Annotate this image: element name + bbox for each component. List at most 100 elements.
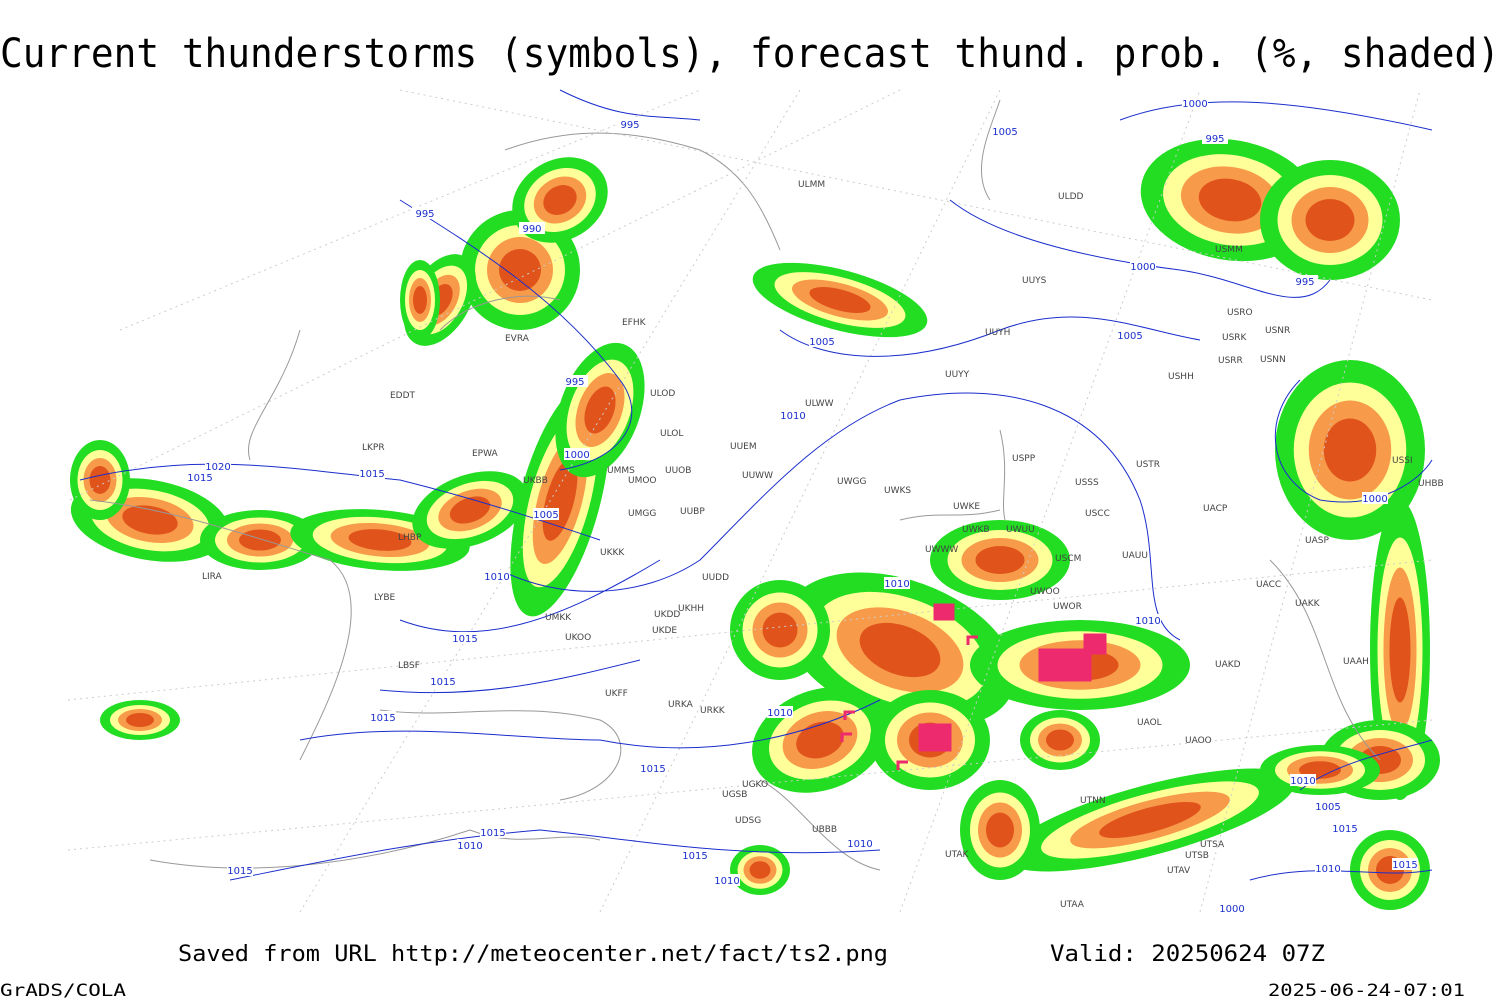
- station-label: USRK: [1222, 333, 1248, 343]
- station-label: UWOR: [1053, 602, 1082, 612]
- isobar-label-box: [617, 118, 643, 130]
- station-label: ULOL: [660, 429, 683, 439]
- station-label: UMOO: [628, 476, 657, 486]
- shade: [239, 529, 281, 551]
- isobar-label-box: [682, 849, 708, 861]
- station-label: UUYH: [985, 328, 1010, 338]
- isobars: [79, 89, 1433, 881]
- station-label: UWKB: [962, 525, 990, 535]
- isobar-label-box: [562, 375, 588, 387]
- isobar-label-box: [847, 837, 873, 849]
- isobar-label: 1000: [1182, 99, 1207, 110]
- station-label: UGKO: [742, 780, 768, 790]
- station-label: UAOL: [1137, 718, 1162, 728]
- isobar-label-box: [1315, 862, 1341, 874]
- valid-time: Valid: 20250624 07Z: [1050, 942, 1325, 967]
- station-label: UASP: [1305, 536, 1329, 546]
- isobar-label-box: [640, 762, 666, 774]
- isobar-label-box: [884, 577, 910, 589]
- isobar-label-box: [1290, 774, 1316, 786]
- station-label: UUEM: [730, 442, 757, 452]
- station-label: ULDD: [1058, 192, 1084, 202]
- isobar-label: 1005: [533, 510, 558, 521]
- isobar-label: 1015: [1332, 824, 1357, 835]
- isobar-label: 1015: [359, 469, 384, 480]
- station-label: USNN: [1260, 355, 1286, 365]
- station-label: UUBP: [680, 507, 705, 517]
- isobar-label: 1020: [205, 462, 230, 473]
- station-label: ULOD: [650, 389, 675, 399]
- station-label: UKHH: [678, 604, 704, 614]
- station-label: UAAH: [1343, 657, 1369, 667]
- isobar-label-box: [519, 222, 545, 234]
- isobar-label: 1015: [682, 851, 707, 862]
- station-label: USSI: [1392, 456, 1413, 466]
- isobar-label: 1010: [457, 841, 482, 852]
- map-area: 995 1005 1000 995 995 990 1000 995 1005 1005 995 10…: [67, 88, 1444, 915]
- station-label: UTAA: [1060, 900, 1085, 910]
- shade: [89, 466, 111, 494]
- station-label: UTNN: [1080, 796, 1106, 806]
- isobar-label-box: [205, 460, 231, 472]
- station-label: UMKK: [545, 613, 572, 623]
- isobar-label-box: [1315, 800, 1341, 812]
- isobar-label-box: [480, 826, 506, 838]
- shade: [986, 812, 1014, 848]
- station-label: EPWA: [472, 449, 499, 459]
- station-label: USHH: [1168, 372, 1194, 382]
- station-label: UUDD: [702, 573, 729, 583]
- shade: [584, 386, 616, 434]
- station-label: UTSA: [1200, 840, 1225, 850]
- isobar-label: 1015: [1392, 860, 1417, 871]
- isobar-label: 1015: [370, 713, 395, 724]
- isobar-label: 1015: [430, 677, 455, 688]
- station-label: UKBB: [523, 476, 548, 486]
- software: GrADS/COLA: [0, 981, 126, 1000]
- station-label: ULWW: [805, 399, 834, 409]
- isobar-label-box: [412, 207, 438, 219]
- station-label: EFHK: [622, 318, 647, 328]
- map-labels: 995 1005 1000 995 995 990 1000 995 1005 1005 995 10…: [187, 97, 1444, 915]
- isobar-label-box: [187, 471, 213, 483]
- station-label: UDSG: [735, 816, 761, 826]
- station-label: USTR: [1136, 460, 1160, 470]
- shade: [543, 185, 577, 215]
- station-label: EVRA: [505, 334, 530, 344]
- shade: [1046, 729, 1074, 751]
- station-label: UBBB: [812, 825, 837, 835]
- station-label: UUYY: [945, 370, 970, 380]
- station-label: UUYS: [1022, 276, 1047, 286]
- source-url: Saved from URL http://meteocenter.net/fa…: [178, 942, 888, 967]
- station-label: EDDT: [390, 391, 416, 401]
- isobar-label-box: [809, 335, 835, 347]
- isobar-label-box: [227, 864, 253, 876]
- station-label: USCM: [1055, 554, 1081, 564]
- station-label: UKKK: [600, 548, 625, 558]
- isobar-label: 1005: [1315, 802, 1340, 813]
- isobar-label: 1015: [452, 634, 477, 645]
- station-label: USRO: [1227, 308, 1253, 318]
- station-label: UMMS: [607, 466, 635, 476]
- station-label: UWKE: [953, 502, 980, 512]
- shade: [1198, 178, 1262, 222]
- station-label: LIRA: [202, 572, 223, 582]
- station-label: UKOO: [565, 633, 591, 643]
- station-label: UWWW: [925, 545, 958, 555]
- isobar-label: 1000: [564, 450, 589, 461]
- coastlines: [89, 99, 1381, 871]
- station-label: UWUU: [1006, 525, 1035, 535]
- isobar-label: 1010: [1135, 616, 1160, 627]
- isobar-label: 990: [522, 224, 541, 235]
- isobar-label: 1005: [1117, 331, 1142, 342]
- station-label: UWKS: [884, 486, 911, 496]
- station-label: UTAV: [1167, 866, 1191, 876]
- station-label: UHBB: [1418, 479, 1444, 489]
- isobar-label-box: [1135, 614, 1161, 626]
- shade: [1305, 199, 1355, 241]
- isobar-label-box: [1130, 260, 1156, 272]
- isobar-label-box: [484, 570, 510, 582]
- station-label: UKFF: [605, 689, 628, 699]
- station-label: ULMM: [798, 180, 825, 190]
- isobar-label: 1005: [992, 127, 1017, 138]
